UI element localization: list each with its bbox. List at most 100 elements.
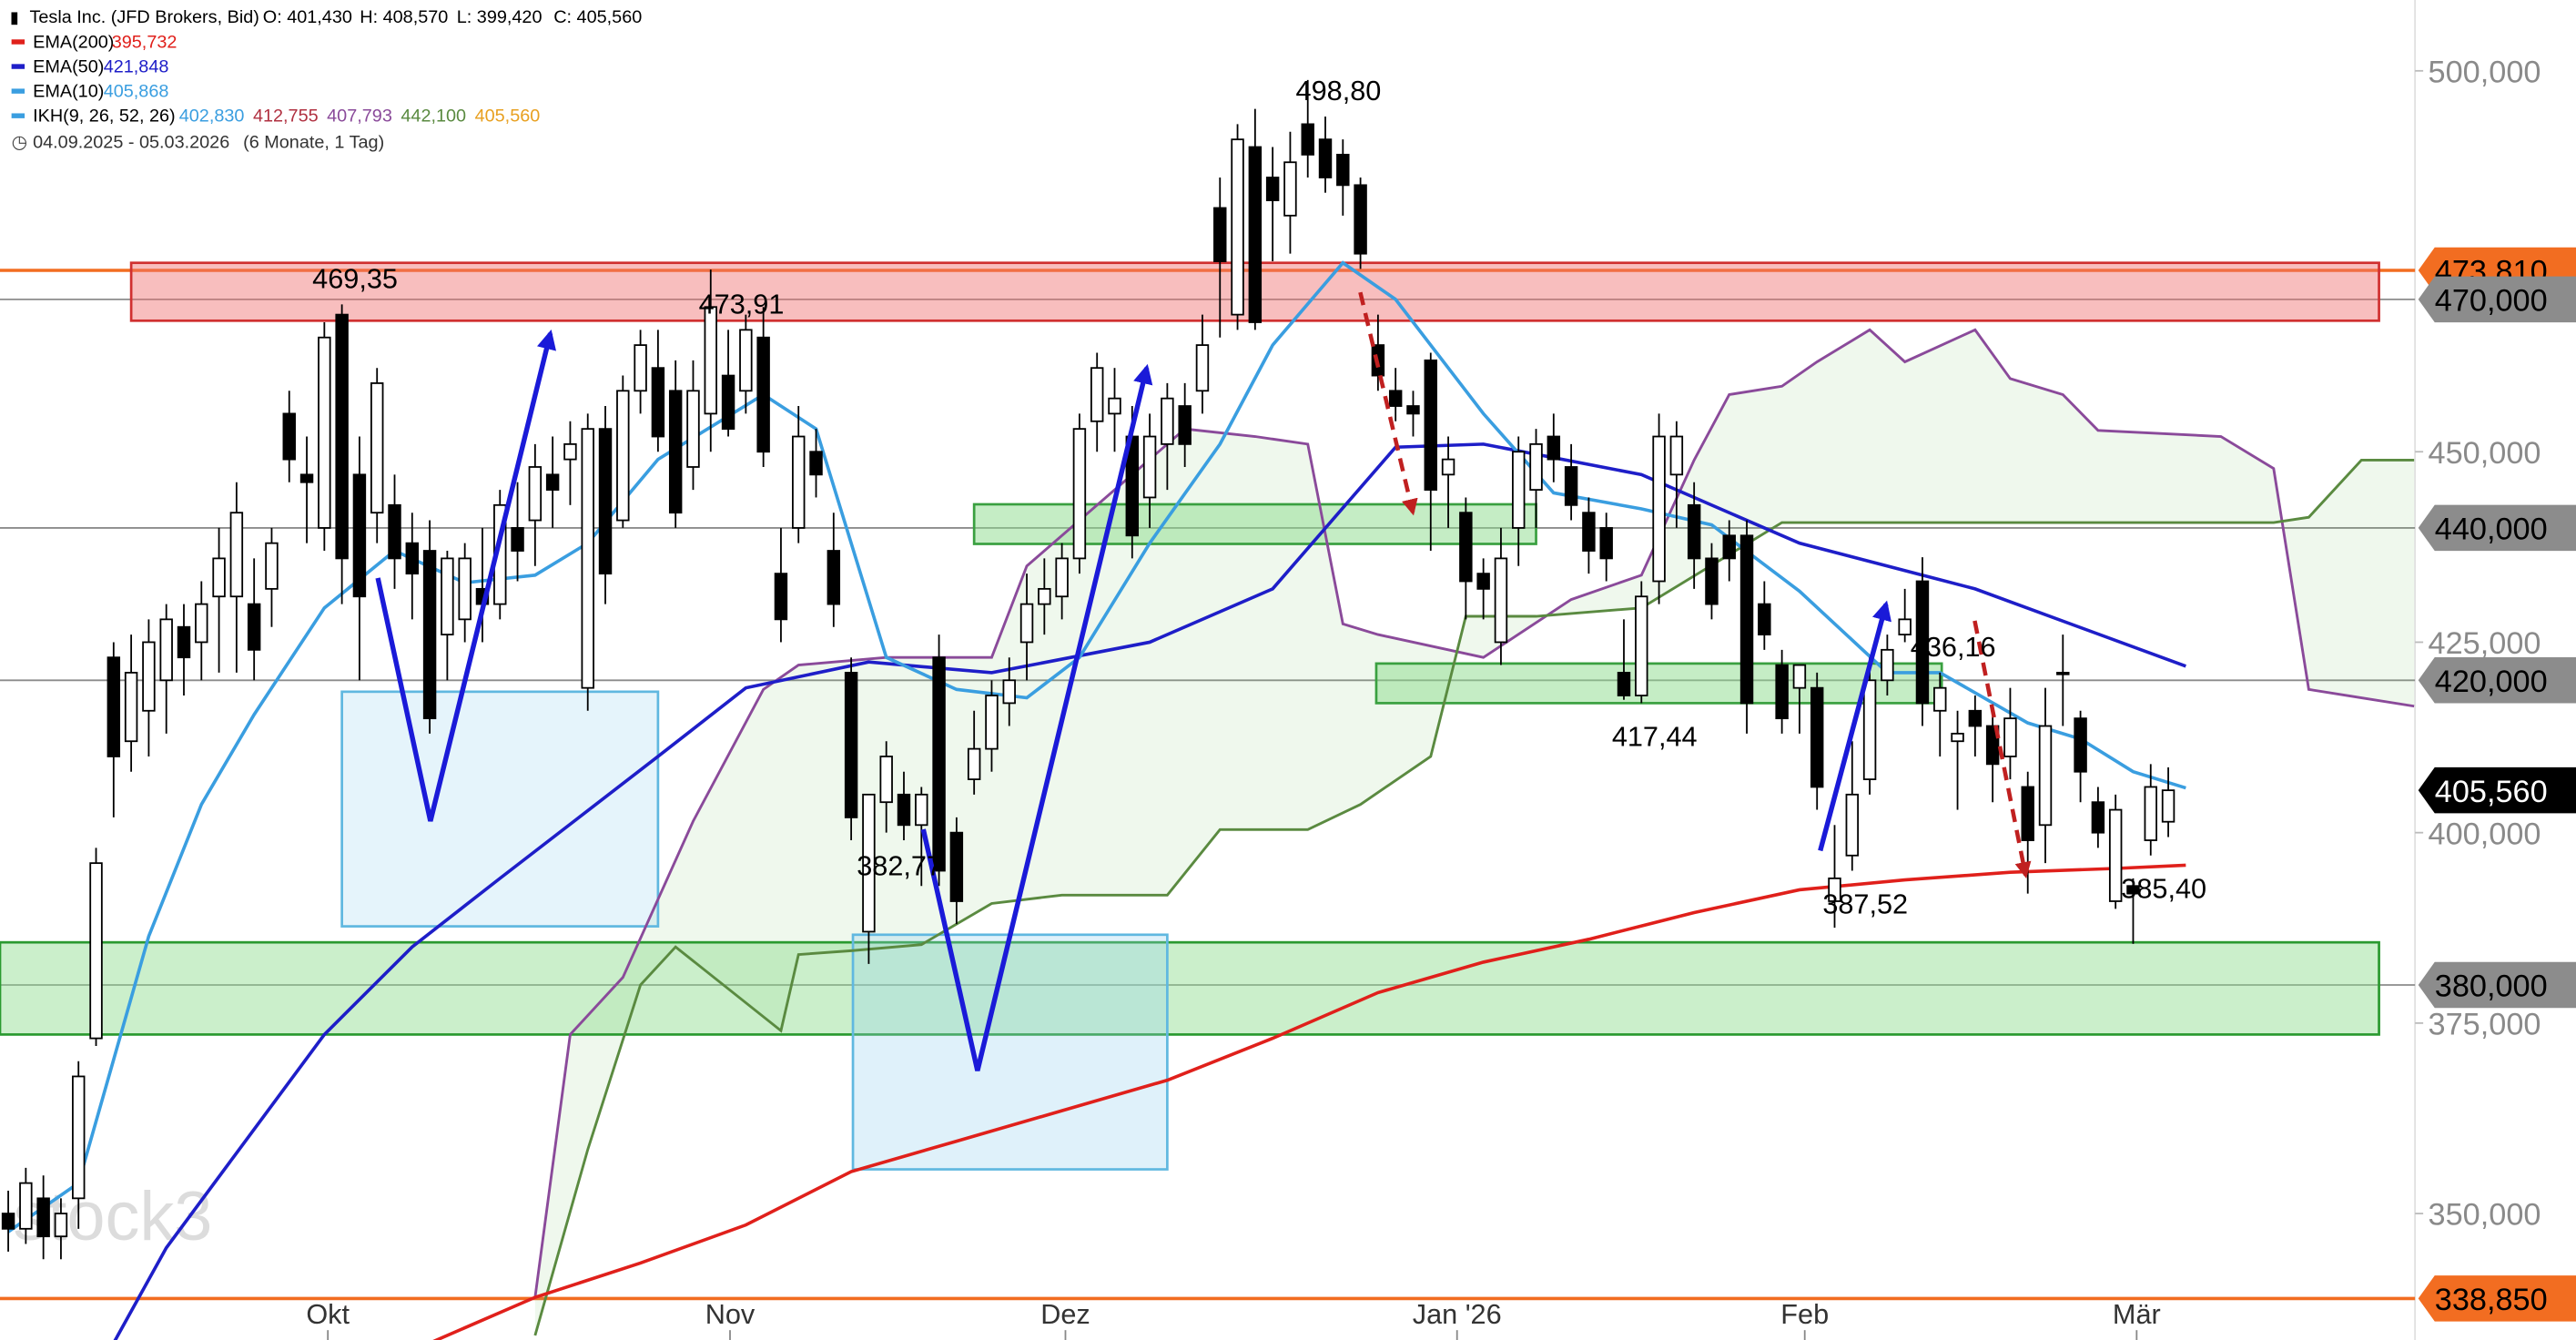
- candle-body: [792, 435, 806, 529]
- legend-quote: C: 405,560: [553, 7, 642, 27]
- candle-body: [2126, 885, 2140, 895]
- candle-body: [335, 313, 349, 560]
- candle-body: [1265, 177, 1280, 201]
- candle-body: [1758, 603, 1771, 635]
- candle-body: [265, 542, 279, 590]
- price-annotation: 473,91: [699, 289, 785, 320]
- cloud-fill: [534, 330, 2415, 1335]
- y-tick-label: 400,000: [2429, 817, 2541, 851]
- candle-body: [1072, 428, 1087, 560]
- candle-body: [1424, 359, 1437, 491]
- candle-body: [1476, 573, 1490, 590]
- candle-body: [1739, 534, 1754, 705]
- candle-body: [1582, 512, 1596, 552]
- zone: [0, 940, 2380, 1036]
- x-tick-label: Dez: [1040, 1299, 1090, 1330]
- clock-icon: ◷: [12, 132, 27, 152]
- candle-body: [19, 1182, 33, 1230]
- trend-arrow: [920, 363, 1153, 1071]
- price-label-box: [2418, 766, 2576, 814]
- candle-body: [2091, 801, 2105, 834]
- candle-body: [1231, 138, 1244, 316]
- candle-body: [1459, 512, 1473, 583]
- price-label-box: [2418, 504, 2576, 552]
- candle-body: [1810, 686, 1824, 788]
- candle-body: [195, 603, 208, 644]
- candle-body: [1599, 527, 1613, 560]
- candle-body: [1178, 405, 1192, 445]
- zone: [972, 502, 1537, 545]
- candle-body: [1828, 877, 1841, 902]
- legend-value: 442,100: [401, 106, 466, 126]
- price-annotation: 417,44: [1612, 721, 1698, 752]
- y-tick-label: 425,000: [2429, 626, 2541, 661]
- candle-body: [352, 473, 367, 598]
- trend-arrow: [375, 329, 557, 822]
- price-annotation: 387,52: [1822, 888, 1908, 919]
- ichimoku-line: [533, 328, 2415, 1298]
- y-tick-label: 450,000: [2429, 436, 2541, 471]
- candle-body: [458, 557, 472, 621]
- drawings: [375, 291, 2032, 1071]
- price-label-box: [2418, 276, 2576, 323]
- candle-body: [1301, 123, 1314, 156]
- candle-body: [511, 527, 524, 552]
- y-tick-label: 375,000: [2429, 1008, 2541, 1042]
- price-label: 470,000: [2435, 284, 2548, 319]
- legend-value: 395,732: [112, 32, 177, 52]
- price-label: 440,000: [2435, 513, 2548, 547]
- candle-body: [1687, 503, 1701, 560]
- candle-body: [1142, 435, 1157, 499]
- trend-arrow: [1973, 620, 2032, 879]
- candle-body: [1055, 557, 1069, 598]
- legend-value: 402,830: [179, 106, 245, 126]
- candle-body: [72, 1075, 86, 1200]
- candle-body: [2161, 789, 2175, 823]
- candle-body: [1652, 435, 1666, 583]
- candle-body: [1564, 466, 1578, 506]
- price-annotation: 382,77: [857, 851, 942, 882]
- candle-body: [1248, 146, 1263, 323]
- candle-body: [2003, 717, 2017, 757]
- candle-body: [844, 672, 858, 818]
- legend: Tesla Inc. (JFD Brokers, Bid) ◷ 04.09.20…: [10, 7, 642, 152]
- candle-body: [89, 862, 103, 1040]
- legend-title: Tesla Inc. (JFD Brokers, Bid): [29, 7, 259, 27]
- legend-name: EMA(10): [33, 81, 104, 101]
- candle-body: [2021, 786, 2034, 841]
- candle-body: [1915, 580, 1930, 705]
- price-annotation: 436,16: [1911, 632, 1996, 663]
- candle-body: [721, 374, 735, 431]
- price-annotation: 498,80: [1296, 76, 1382, 107]
- x-tick-label: Okt: [306, 1299, 350, 1330]
- candle-body: [1494, 557, 1508, 644]
- candle-body: [1722, 534, 1736, 560]
- legend-name: EMA(50): [33, 56, 104, 76]
- candle-body: [1318, 138, 1333, 178]
- candle-body: [1019, 603, 1034, 644]
- candle-body: [651, 367, 665, 438]
- candle-body: [668, 390, 683, 514]
- candle-body: [1881, 648, 1894, 682]
- candle-body: [1441, 458, 1455, 476]
- candle-body: [2144, 786, 2157, 841]
- legend-name: IKH(9, 26, 52, 26): [33, 106, 176, 126]
- candle-body: [1336, 153, 1350, 187]
- zone: [851, 933, 1169, 1171]
- price-label-box: [2418, 961, 2576, 1009]
- candle-body: [1038, 587, 1051, 605]
- y-tick-label: 500,000: [2429, 55, 2541, 89]
- candle-body: [1933, 686, 1947, 712]
- candle-body: [1213, 207, 1227, 262]
- candle-body: [1862, 679, 1877, 780]
- ema-line: [432, 863, 2186, 1340]
- candle-body: [2038, 725, 2053, 827]
- candle-body: [704, 306, 717, 415]
- candle-body: [229, 512, 244, 598]
- y-tick-label: 350,000: [2429, 1198, 2541, 1233]
- candle-body: [985, 695, 999, 750]
- candle-body: [318, 336, 331, 529]
- zone: [340, 690, 660, 928]
- x-tick-label: Mär: [2113, 1299, 2161, 1330]
